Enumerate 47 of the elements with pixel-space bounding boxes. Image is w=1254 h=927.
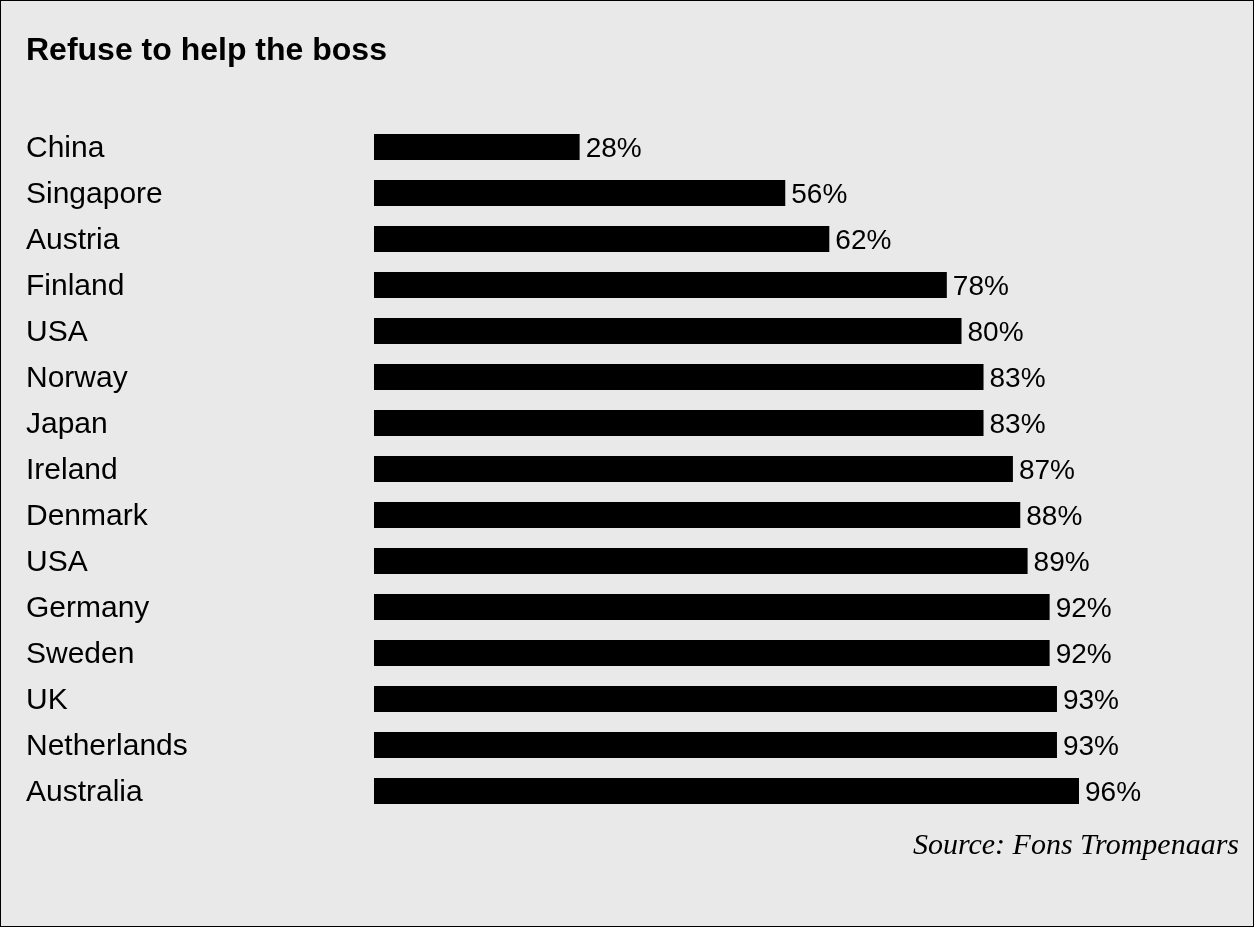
bar	[374, 732, 1057, 758]
bar	[374, 364, 984, 390]
data-label: 83%	[989, 361, 1046, 393]
y-tick-label: USA	[26, 544, 88, 577]
bar	[374, 778, 1079, 804]
data-label: 80%	[967, 315, 1024, 347]
chart-title: Refuse to help the boss	[26, 31, 387, 68]
y-tick-label: Sweden	[26, 636, 135, 669]
data-label: 83%	[989, 407, 1046, 439]
bar	[374, 686, 1057, 712]
y-tick-label: Netherlands	[26, 728, 188, 761]
data-label: 92%	[1055, 637, 1112, 669]
bar	[374, 272, 947, 298]
data-label: 93%	[1062, 729, 1120, 761]
data-label: 28%	[585, 131, 642, 163]
data-label: 62%	[835, 223, 892, 255]
y-tick-label: Ireland	[26, 452, 118, 485]
data-label: 56%	[791, 177, 848, 209]
data-label: 78%	[952, 269, 1009, 301]
y-tick-label: Austria	[26, 222, 120, 255]
y-tick-label: China	[26, 130, 105, 163]
data-label: 96%	[1085, 775, 1142, 807]
bar	[374, 134, 580, 160]
data-label: 88%	[1026, 499, 1083, 531]
y-tick-label: UK	[26, 682, 68, 715]
source-note: Source: Fons Trompenaars	[912, 827, 1239, 861]
bar	[374, 640, 1050, 666]
y-tick-label: Norway	[26, 360, 128, 393]
bar	[374, 180, 786, 206]
y-tick-label: Singapore	[26, 176, 163, 209]
y-tick-label: Finland	[26, 268, 125, 301]
data-label: 89%	[1033, 545, 1090, 577]
y-tick-label: USA	[26, 314, 88, 347]
bar	[374, 410, 984, 436]
y-tick-label: Australia	[26, 774, 144, 807]
y-tick-label: Denmark	[26, 498, 149, 531]
data-label: 87%	[1018, 453, 1075, 485]
bar	[374, 456, 1013, 482]
bar	[374, 318, 962, 344]
data-label: 92%	[1055, 591, 1112, 623]
data-label: 93%	[1062, 683, 1120, 715]
bar	[374, 548, 1028, 574]
y-tick-label: Japan	[26, 406, 108, 439]
bar	[374, 502, 1021, 528]
y-tick-label: Germany	[26, 590, 150, 623]
bar	[374, 594, 1050, 620]
bar	[374, 226, 830, 252]
